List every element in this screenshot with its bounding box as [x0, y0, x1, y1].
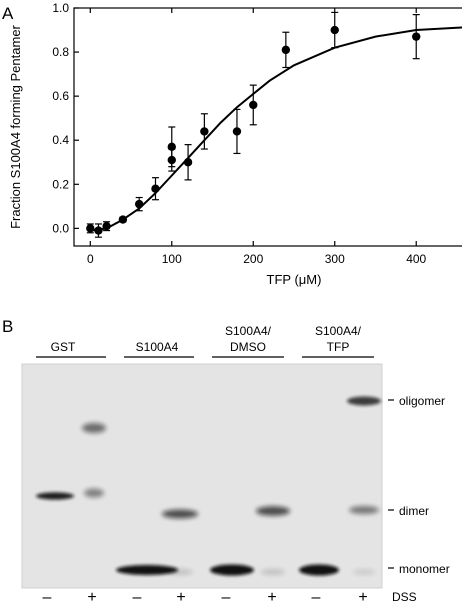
point-marker: [151, 184, 160, 193]
gel-band: [349, 506, 379, 514]
point-marker: [134, 199, 144, 209]
point-marker: [86, 224, 95, 233]
x-tick-label: 200: [243, 252, 263, 266]
treatment-label: DSS: [392, 590, 417, 604]
band-label-text: oligomer: [399, 394, 445, 408]
gel-group-label: S100A4/: [315, 324, 362, 338]
y-tick-label: 1.0: [52, 1, 69, 15]
point-marker: [412, 32, 421, 41]
panel-a-label: A: [2, 4, 14, 23]
data-point: [249, 84, 258, 126]
lane-sign: –: [43, 589, 52, 606]
y-axis: 0.0 0.2 0.4 0.6 0.8 1.0: [52, 1, 79, 235]
x-tick-label: 0: [87, 252, 94, 266]
chart-frame: [73, 7, 462, 247]
lane-sign: –: [312, 589, 321, 606]
gel-band: [82, 423, 106, 433]
point-marker: [281, 45, 291, 55]
gel-band: [84, 488, 104, 498]
gel-image: [21, 363, 383, 589]
gel-band: [210, 564, 254, 576]
gel-group-label: S100A4: [136, 340, 179, 354]
lane-sign: +: [176, 589, 185, 606]
gel-band: [116, 565, 178, 575]
gel-edge: [21, 363, 383, 589]
point-marker: [118, 215, 128, 224]
point-marker: [102, 221, 111, 231]
gel-group-label: GST: [51, 340, 76, 354]
panel-b-label: B: [2, 317, 13, 336]
data-point: [232, 108, 242, 155]
gel-band: [256, 506, 290, 516]
chart: 0.00.20.40.60.81.0 0100200300400500 Frac…: [8, 1, 462, 287]
y-tick-label: 0.4: [52, 133, 69, 147]
fit-curve: [90, 26, 462, 232]
gel-band: [347, 396, 381, 406]
x-axis: 0100200300400500: [87, 8, 427, 266]
band-label-text: monomer: [399, 562, 450, 576]
y-tick-label: 0.0: [52, 221, 69, 235]
x-tick-label: 400: [406, 252, 426, 266]
gel-background: [22, 364, 382, 588]
gel-band: [261, 569, 285, 575]
point-marker: [330, 25, 339, 35]
lane-signs: – + – + – + – + DSS: [43, 589, 417, 606]
band-label-dimer: dimer: [388, 504, 429, 518]
data-point: [330, 11, 339, 49]
y-tick-label: 0.8: [52, 45, 69, 59]
gel-group-label: S100A4/: [225, 324, 272, 338]
gel-group-gst: GST: [36, 340, 106, 358]
gel-group-s100a4: S100A4: [124, 340, 194, 358]
gel-band: [162, 509, 198, 519]
data-point: [183, 144, 193, 181]
lane-sign: –: [133, 589, 142, 606]
point-marker: [94, 226, 103, 235]
point-marker: [183, 158, 193, 167]
gel-band: [299, 564, 339, 576]
gel-group-label: DMSO: [230, 340, 266, 354]
lane-sign: –: [222, 589, 231, 606]
data-point: [412, 14, 421, 60]
band-label-oligomer: oligomer: [388, 394, 445, 408]
lane-sign: +: [358, 589, 367, 606]
data-point: [167, 148, 176, 172]
data-point: [151, 177, 160, 201]
band-label-text: dimer: [399, 504, 429, 518]
x-tick-label: 100: [162, 252, 182, 266]
data-point: [86, 223, 95, 234]
data-point: [134, 196, 144, 212]
gel-band: [353, 569, 375, 575]
gel-group-label: TFP: [327, 340, 350, 354]
point-marker: [167, 155, 176, 165]
gel-group-s100a4-tfp: S100A4/ TFP: [302, 324, 374, 358]
point-marker: [249, 100, 258, 110]
gel-band: [36, 492, 74, 500]
lane-sign: +: [267, 589, 276, 606]
gel-band: [167, 569, 193, 575]
data-point: [102, 221, 111, 232]
x-axis-label: TFP (μM): [267, 272, 322, 287]
data-point: [118, 215, 128, 224]
data-point: [200, 113, 209, 150]
y-axis-label: Fraction S100A4 forming Pentamer: [8, 24, 23, 228]
point-marker: [232, 127, 242, 136]
data-point: [281, 31, 291, 69]
y-tick-label: 0.2: [52, 177, 69, 191]
lane-sign: +: [87, 589, 96, 606]
point-marker: [200, 127, 209, 136]
data-points: [86, 11, 421, 238]
y-tick-label: 0.6: [52, 89, 69, 103]
x-tick-label: 300: [325, 252, 345, 266]
gel-group-s100a4-dmso: S100A4/ DMSO: [212, 324, 284, 358]
band-label-monomer: monomer: [388, 562, 450, 576]
data-point: [94, 223, 103, 238]
